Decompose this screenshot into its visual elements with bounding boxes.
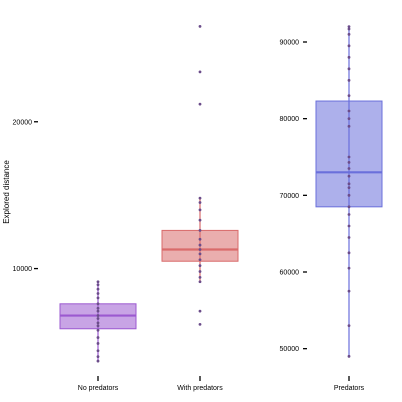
data-point — [198, 275, 202, 279]
data-point — [347, 117, 351, 121]
data-point — [198, 264, 202, 268]
data-point — [347, 109, 351, 113]
data-point — [347, 124, 351, 128]
category-label: With predators — [177, 385, 223, 392]
data-point — [198, 201, 202, 204]
data-point — [96, 324, 100, 328]
data-point — [198, 208, 202, 212]
data-point — [347, 289, 351, 293]
data-point — [347, 193, 351, 197]
outlier-point — [198, 102, 202, 106]
category-label: Predators — [334, 385, 365, 392]
data-point — [96, 302, 100, 306]
data-point — [96, 296, 100, 300]
box-0 — [315, 100, 383, 208]
data-point — [96, 309, 100, 313]
data-point — [198, 270, 202, 273]
data-point — [198, 196, 202, 200]
y-axis-title: Explored distance — [2, 160, 11, 224]
data-point — [96, 314, 100, 317]
data-point — [96, 342, 100, 345]
data-point — [96, 321, 100, 325]
y-tick-label: 60000 — [280, 270, 300, 277]
data-point — [198, 229, 202, 232]
data-point — [96, 283, 100, 287]
data-point — [347, 205, 351, 209]
data-point — [96, 306, 100, 310]
data-point — [347, 182, 351, 186]
y-tick-label: 10000 — [13, 266, 33, 273]
data-point — [198, 258, 202, 262]
data-point — [96, 349, 100, 353]
outlier-point — [198, 24, 202, 28]
data-point — [96, 328, 100, 332]
data-point — [347, 32, 351, 36]
data-point — [347, 251, 351, 255]
outlier-point — [198, 322, 202, 326]
data-point — [198, 218, 202, 222]
y-tick-label: 80000 — [280, 116, 300, 123]
data-point — [347, 167, 351, 170]
data-point — [347, 324, 351, 328]
data-point — [347, 94, 351, 98]
y-tick-label: 20000 — [13, 119, 33, 126]
data-point — [347, 78, 351, 82]
data-point — [347, 354, 351, 358]
category-label: No predators — [78, 385, 119, 392]
data-point — [96, 359, 100, 363]
data-point — [347, 67, 351, 71]
data-point — [347, 55, 351, 59]
data-point — [347, 155, 351, 159]
data-point — [347, 27, 351, 31]
data-point — [347, 266, 351, 270]
data-point — [347, 160, 351, 164]
data-point — [96, 287, 100, 291]
data-point — [96, 292, 100, 295]
data-point — [96, 355, 100, 359]
data-point — [198, 280, 202, 284]
data-point — [198, 237, 202, 241]
data-point — [96, 317, 100, 320]
data-point — [347, 174, 351, 178]
data-point — [198, 248, 202, 251]
data-point — [198, 252, 202, 256]
data-point — [347, 44, 351, 48]
data-point — [347, 213, 351, 216]
data-point — [96, 280, 100, 284]
data-point — [347, 186, 351, 190]
y-tick-label: 70000 — [280, 193, 300, 200]
y-tick-label: 90000 — [280, 40, 300, 47]
outlier-point — [198, 70, 202, 74]
data-point — [347, 224, 351, 228]
data-point — [198, 243, 202, 247]
data-point — [347, 236, 351, 239]
data-point — [96, 336, 100, 339]
y-tick-label: 50000 — [280, 346, 300, 353]
data-point — [347, 25, 351, 29]
outlier-point — [198, 309, 202, 313]
